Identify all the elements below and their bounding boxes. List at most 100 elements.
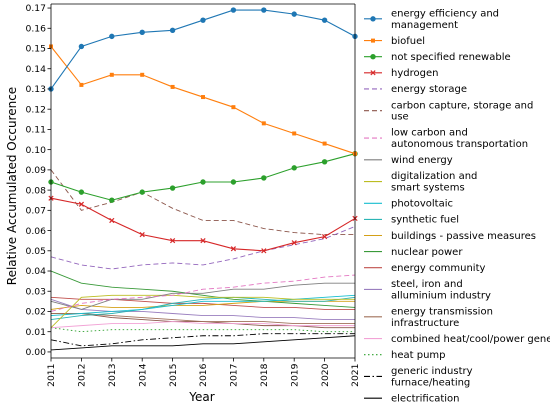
x-tick-label-1: 2012 (77, 364, 88, 387)
legend-label-11: buildings - passive measures (391, 231, 536, 242)
y-tick-label-15: 0.15 (26, 44, 47, 55)
legend-label-0: energy efficiency and management (391, 9, 499, 31)
series-9-line (50, 294, 356, 316)
legend-item-1: biofuel (364, 36, 425, 47)
legend-label-12: nuclear power (391, 247, 463, 258)
series-5-line (50, 169, 355, 236)
series-0-point-2018 (261, 7, 267, 13)
series-0-point-2015 (169, 27, 176, 33)
y-tick-label-14: 0.14 (26, 64, 47, 75)
series-3-point-2013 (109, 217, 115, 224)
series-1-point-2020 (322, 141, 327, 146)
legend-label-9: photovoltaic (391, 199, 453, 210)
x-tick-label-2: 2013 (107, 363, 118, 387)
y-tick-label-0: 0.00 (26, 347, 47, 358)
series-12-line (50, 270, 356, 308)
series-3-point-2012 (78, 201, 85, 207)
legend-item-0: energy efficiency and management (364, 9, 499, 31)
series-0-point-2019 (291, 11, 297, 17)
legend-marker-2 (370, 54, 376, 60)
legend-label-3: hydrogen (391, 68, 438, 79)
legend-label-2: not specified renewable (391, 52, 511, 63)
series-0-point-2017 (230, 7, 237, 13)
legend-item-5: carbon capture, storage and use (364, 100, 533, 123)
series-4-line (50, 226, 356, 270)
series-2-point-2012 (78, 189, 85, 195)
x-tick-label-10: 2021 (350, 364, 361, 387)
series-2-group (48, 150, 358, 203)
series-16-group (50, 321, 355, 329)
legend-label-19: electrification (391, 394, 459, 405)
legend-item-16: combined heat/cool/power gene (364, 334, 550, 345)
legend-item-13: energy community (364, 263, 485, 274)
series-0-group (48, 7, 358, 92)
series-8-group (50, 294, 355, 328)
x-tick-label-3: 2014 (137, 363, 148, 387)
legend-item-10: synthetic fuel (364, 215, 459, 226)
y-tick-label-6: 0.06 (26, 226, 47, 237)
series-5-group (50, 169, 355, 236)
legend-item-2: not specified renewable (364, 52, 511, 63)
y-tick-label-7: 0.07 (26, 206, 47, 217)
legend-item-7: wind energy (364, 155, 453, 166)
y-tick-label-2: 0.02 (26, 307, 46, 318)
series-1-group (49, 44, 357, 156)
x-tick-label-8: 2019 (289, 363, 300, 387)
y-tick-label-1: 0.01 (26, 327, 46, 338)
x-tick-label-4: 2015 (168, 363, 179, 387)
series-6-group (50, 274, 356, 312)
y-tick-label-10: 0.10 (26, 145, 47, 156)
series-1-point-2015 (170, 84, 175, 89)
y-tick-label-11: 0.11 (26, 125, 46, 136)
series-1-point-2016 (201, 95, 205, 100)
legend-marker-0 (370, 16, 376, 22)
series-2-line (50, 153, 356, 201)
legend-label-16: combined heat/cool/power gene (391, 334, 550, 345)
legend-item-6: low carbon and autonomous transportation (364, 128, 528, 150)
series-12-group (50, 270, 356, 308)
legend-item-3: hydrogen (364, 68, 438, 79)
series-3-point-2015 (169, 238, 176, 244)
legend-label-8: digitalization and smart systems (391, 171, 477, 193)
series-3-group (48, 195, 358, 254)
series-3-point-2018 (261, 248, 267, 254)
series-9-group (50, 294, 356, 316)
series-1-point-2018 (261, 121, 266, 126)
series-7-line (50, 282, 355, 310)
series-10-line (50, 296, 356, 321)
series-15-line (51, 313, 355, 325)
series-2-point-2015 (169, 185, 176, 191)
legend-label-6: low carbon and autonomous transportation (391, 128, 528, 150)
legend-label-17: heat pump (391, 350, 446, 361)
series-0-point-2012 (78, 43, 85, 50)
y-tick-label-17: 0.17 (26, 3, 47, 14)
series-18-group (50, 333, 355, 347)
series-0-point-2013 (109, 33, 115, 40)
x-tick-label-9: 2020 (320, 363, 331, 387)
y-tick-label-8: 0.08 (26, 185, 47, 196)
legend-marker-3 (370, 70, 376, 76)
legend-item-14: steel, iron and alluminium industry (364, 279, 491, 301)
series-19-group (50, 335, 356, 351)
series-10-group (50, 296, 356, 321)
legend-item-15: energy transmission infrastructure (364, 307, 493, 329)
x-axis-label: Year (188, 390, 214, 404)
y-tick-label-4: 0.04 (26, 266, 47, 277)
series-1-point-2019 (292, 131, 297, 136)
legend-item-9: photovoltaic (364, 199, 453, 210)
series-6-line (50, 274, 356, 312)
series-2-point-2016 (200, 179, 206, 185)
series-16-line (50, 321, 355, 329)
series-0-point-2016 (200, 17, 206, 23)
series-17-group (50, 327, 355, 333)
series-1-point-2012 (79, 82, 84, 87)
series-13-group (50, 296, 355, 310)
plot-area (48, 7, 358, 351)
y-tick-label-3: 0.03 (26, 286, 47, 297)
series-7-group (50, 282, 355, 310)
series-2-point-2019 (291, 165, 297, 171)
series-2-point-2018 (261, 175, 267, 181)
series-4-group (50, 226, 356, 270)
